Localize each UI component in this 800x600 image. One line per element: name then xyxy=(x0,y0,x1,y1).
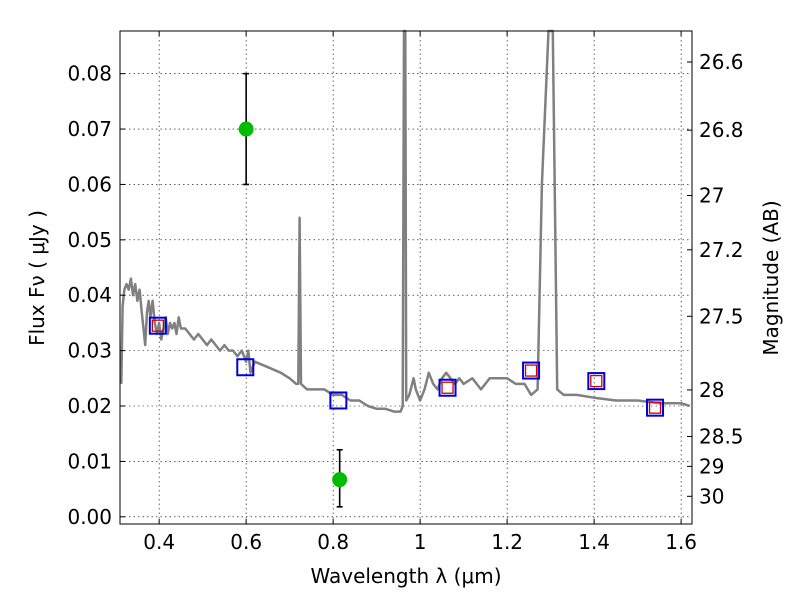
x-ticks: 0.4 0.6 0.8 1 1.2 1.4 1.6 xyxy=(143,31,697,554)
y-tick-label: 0.07 xyxy=(67,117,112,141)
x-tick-label: 1.4 xyxy=(578,530,610,554)
photometry-square xyxy=(438,378,457,397)
model-square xyxy=(151,319,164,332)
photometry-square xyxy=(329,391,348,410)
y2-tick-label: 27 xyxy=(699,184,724,208)
x-tick-label: 0.6 xyxy=(230,530,262,554)
photometry-square xyxy=(148,316,167,335)
y2-axis-label: Magnitude (AB) xyxy=(759,200,783,355)
photometry-square xyxy=(236,358,255,377)
model-square xyxy=(648,401,662,414)
photometry-square xyxy=(522,361,541,380)
y2-tick-label: 28.5 xyxy=(699,424,744,448)
spectrum-line xyxy=(120,29,691,413)
model-square xyxy=(441,381,454,394)
green-point xyxy=(332,472,348,488)
x-tick-label: 0.8 xyxy=(317,530,349,554)
x-tick-label: 0.4 xyxy=(143,530,175,554)
y-tick-label: 0.08 xyxy=(67,62,112,86)
y2-tick-label: 30 xyxy=(699,484,724,508)
y-tick-label: 0.06 xyxy=(67,172,112,196)
photometry-square xyxy=(646,398,665,417)
y-ticks: 0.00 0.01 0.02 0.03 0.04 0.05 0.06 0.07 0.08 xyxy=(67,62,125,529)
y-tick-label: 0.05 xyxy=(67,228,112,252)
photometry-square xyxy=(587,372,606,391)
photometry-markers xyxy=(148,316,665,417)
plot-frame xyxy=(119,30,693,525)
y-tick-label: 0.02 xyxy=(67,394,112,418)
y-tick-label: 0.00 xyxy=(67,505,112,529)
model-square xyxy=(524,364,538,377)
errorbar-points xyxy=(238,72,348,508)
y2-tick-label: 27.2 xyxy=(699,238,744,262)
model-spectrum xyxy=(120,29,691,413)
x-tick-label: 1 xyxy=(414,530,427,554)
x-axis-label: Wavelength λ (μm) xyxy=(310,564,501,588)
y-tick-label: 0.01 xyxy=(67,449,112,473)
y-tick-label: 0.03 xyxy=(67,339,112,363)
y-tick-label: 0.04 xyxy=(67,283,112,307)
model-square xyxy=(590,374,603,388)
y2-tick-label: 28 xyxy=(699,378,724,402)
green-point xyxy=(238,121,254,137)
x-tick-label: 1.6 xyxy=(665,530,697,554)
y2-tick-label: 26.6 xyxy=(699,50,744,74)
grid-lines xyxy=(120,31,692,524)
y2-tick-label: 26.8 xyxy=(699,118,744,142)
y2-tick-label: 27.5 xyxy=(699,304,744,328)
y2-ticks: 26.6 26.8 27 27.2 27.5 28 28.5 29 30 xyxy=(687,50,744,508)
y-axis-label: Flux Fν ( μJy ) xyxy=(25,210,49,346)
x-tick-label: 1.2 xyxy=(491,530,523,554)
y2-tick-label: 29 xyxy=(699,454,724,478)
